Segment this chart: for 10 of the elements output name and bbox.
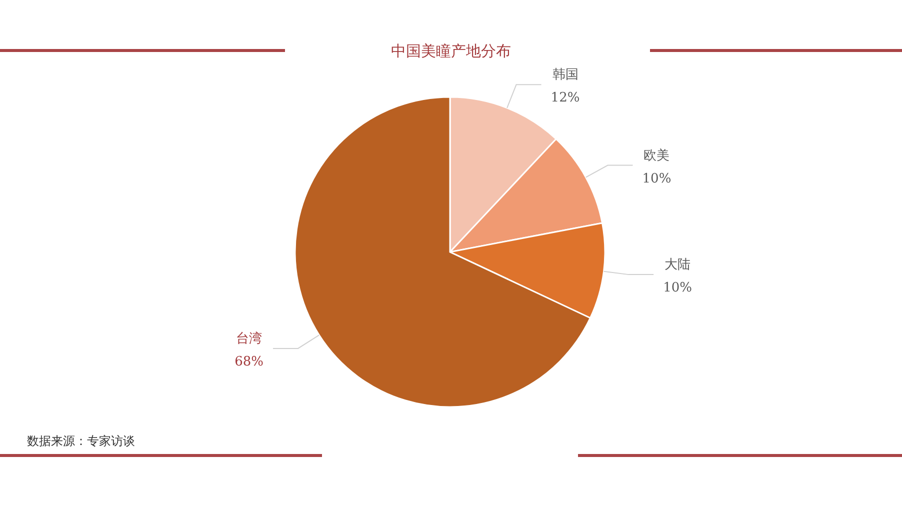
data-label: 10% <box>642 171 672 186</box>
data-label: 10% <box>663 280 692 296</box>
slice-label: 韩国 <box>552 68 578 83</box>
chart-title: 中国美瞳产地分布 <box>391 42 511 60</box>
slice-label: 大陆 <box>664 258 691 273</box>
source-note: 数据来源：专家访谈 <box>27 434 135 448</box>
data-label: 68% <box>234 354 264 370</box>
slice-label: 台湾 <box>236 330 262 346</box>
slice-label: 欧美 <box>644 147 670 164</box>
data-label: 12% <box>550 90 580 106</box>
